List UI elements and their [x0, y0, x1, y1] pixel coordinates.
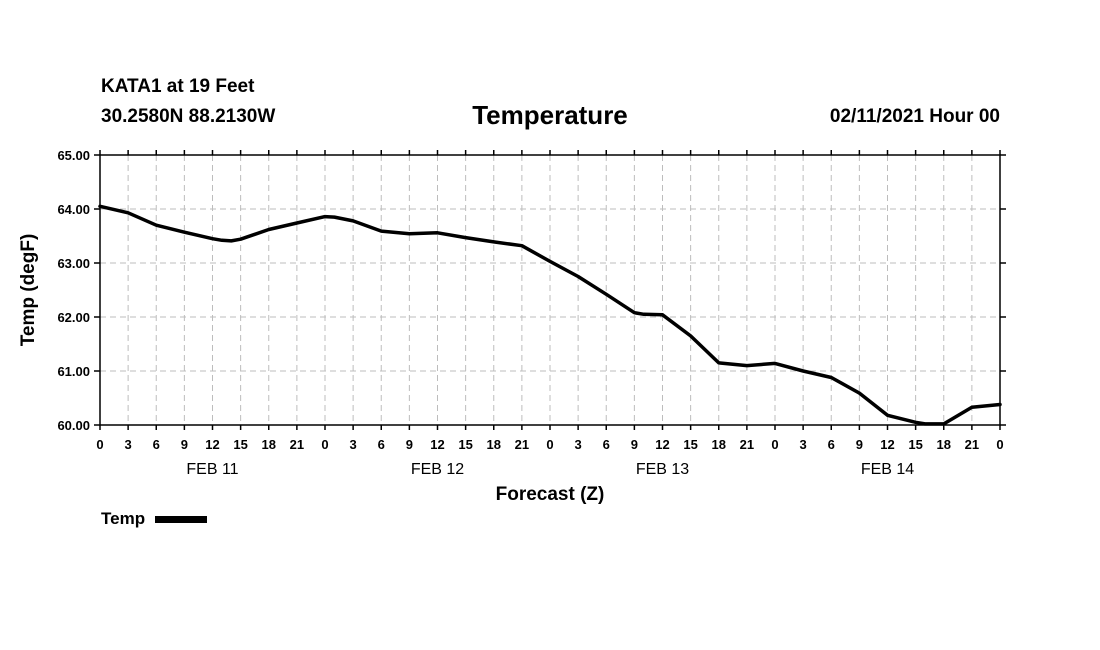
temp-data-point [549, 260, 551, 263]
temp-data-point [211, 237, 214, 240]
x-tick-label: 21 [515, 437, 529, 452]
temp-data-point [746, 364, 748, 367]
x-tick-label: 3 [350, 437, 357, 452]
x-tick-label: 12 [205, 437, 219, 452]
x-tick-label: 6 [828, 437, 835, 452]
temp-data-point [774, 362, 776, 365]
temp-data-point [942, 423, 945, 425]
day-label: FEB 12 [411, 461, 464, 478]
temp-data-point [642, 313, 645, 316]
y-tick-label: 63.00 [57, 256, 90, 271]
temp-data-point [492, 241, 495, 243]
x-tick-label: 18 [712, 437, 726, 452]
x-tick-label: 3 [125, 437, 132, 452]
temp-data-point [352, 220, 354, 222]
temp-data-point [633, 311, 636, 314]
day-label: FEB 11 [186, 461, 238, 478]
temp-data-point [230, 240, 233, 242]
x-tick-label: 18 [262, 437, 276, 452]
temp-data-point [296, 222, 298, 224]
temp-data-point [380, 230, 383, 232]
x-tick-label: 9 [631, 437, 638, 452]
y-tick-label: 62.00 [57, 310, 90, 325]
x-tick-label: 0 [546, 437, 553, 452]
temp-data-point [914, 421, 917, 424]
station-label: KATA1 at 19 Feet [101, 76, 255, 97]
temp-data-point [802, 370, 804, 372]
x-tick-label: 15 [458, 437, 472, 452]
x-tick-label: 6 [603, 437, 610, 452]
x-tick-label: 9 [406, 437, 413, 452]
temp-data-point [521, 244, 523, 247]
y-tick-label: 60.00 [57, 418, 90, 433]
x-tick-label: 18 [487, 437, 501, 452]
x-tick-label: 0 [996, 437, 1003, 452]
x-tick-label: 3 [575, 437, 582, 452]
y-tick-label: 65.00 [57, 148, 90, 163]
coordinates-label: 30.2580N 88.2130W [101, 106, 276, 127]
x-tick-label: 18 [937, 437, 951, 452]
y-tick-label: 61.00 [57, 364, 90, 379]
legend-swatch [155, 515, 208, 523]
forecast-date-label: 02/11/2021 Hour 00 [829, 106, 1000, 127]
temp-data-point [239, 238, 242, 241]
temp-data-point [324, 215, 326, 218]
x-tick-label: 21 [965, 437, 979, 452]
x-tick-label: 6 [378, 437, 385, 452]
x-tick-label: 15 [233, 437, 247, 452]
legend-label: Temp [101, 509, 146, 528]
temp-series-line [98, 204, 1002, 426]
temp-data-point [464, 236, 467, 239]
temp-data-point [577, 275, 579, 278]
temp-data-point [971, 406, 973, 408]
y-tick-label: 64.00 [57, 202, 90, 217]
temp-data-point [924, 423, 926, 425]
temp-data-point [436, 231, 439, 234]
day-label: FEB 13 [636, 461, 689, 478]
day-label: FEB 14 [861, 461, 914, 478]
temp-data-point [183, 231, 186, 234]
x-tick-label: 0 [771, 437, 778, 452]
temp-data-point [605, 293, 608, 296]
x-tick-label: 12 [430, 437, 444, 452]
temp-data-point [717, 362, 720, 364]
temp-data-point [221, 239, 223, 242]
x-tick-label: 15 [908, 437, 922, 452]
temp-data-point [830, 376, 833, 379]
y-axis-title: Temp (degF) [18, 234, 39, 347]
temp-data-point [689, 335, 692, 337]
temp-data-point [999, 403, 1001, 406]
x-tick-label: 0 [96, 437, 103, 452]
x-tick-label: 21 [290, 437, 304, 452]
temp-data-point [333, 216, 336, 218]
temp-data-point [886, 414, 889, 417]
temp-data-point [408, 233, 411, 235]
temp-data-point [661, 314, 664, 316]
temp-data-point [99, 205, 101, 208]
temp-data-point [267, 228, 270, 231]
x-tick-label: 12 [655, 437, 669, 452]
x-tick-label: 3 [800, 437, 807, 452]
temp-data-point [155, 224, 158, 226]
temp-data-point [127, 211, 129, 214]
x-tick-label: 21 [740, 437, 754, 452]
x-tick-label: 0 [321, 437, 328, 452]
x-tick-label: 9 [181, 437, 188, 452]
chart-title: Temperature [472, 100, 628, 130]
x-axis-title: Forecast (Z) [496, 484, 605, 505]
x-tick-label: 15 [683, 437, 697, 452]
temp-data-point [858, 392, 861, 394]
x-tick-label: 6 [153, 437, 160, 452]
legend: Temp [101, 509, 208, 529]
x-tick-label: 12 [880, 437, 894, 452]
x-tick-label: 9 [856, 437, 863, 452]
